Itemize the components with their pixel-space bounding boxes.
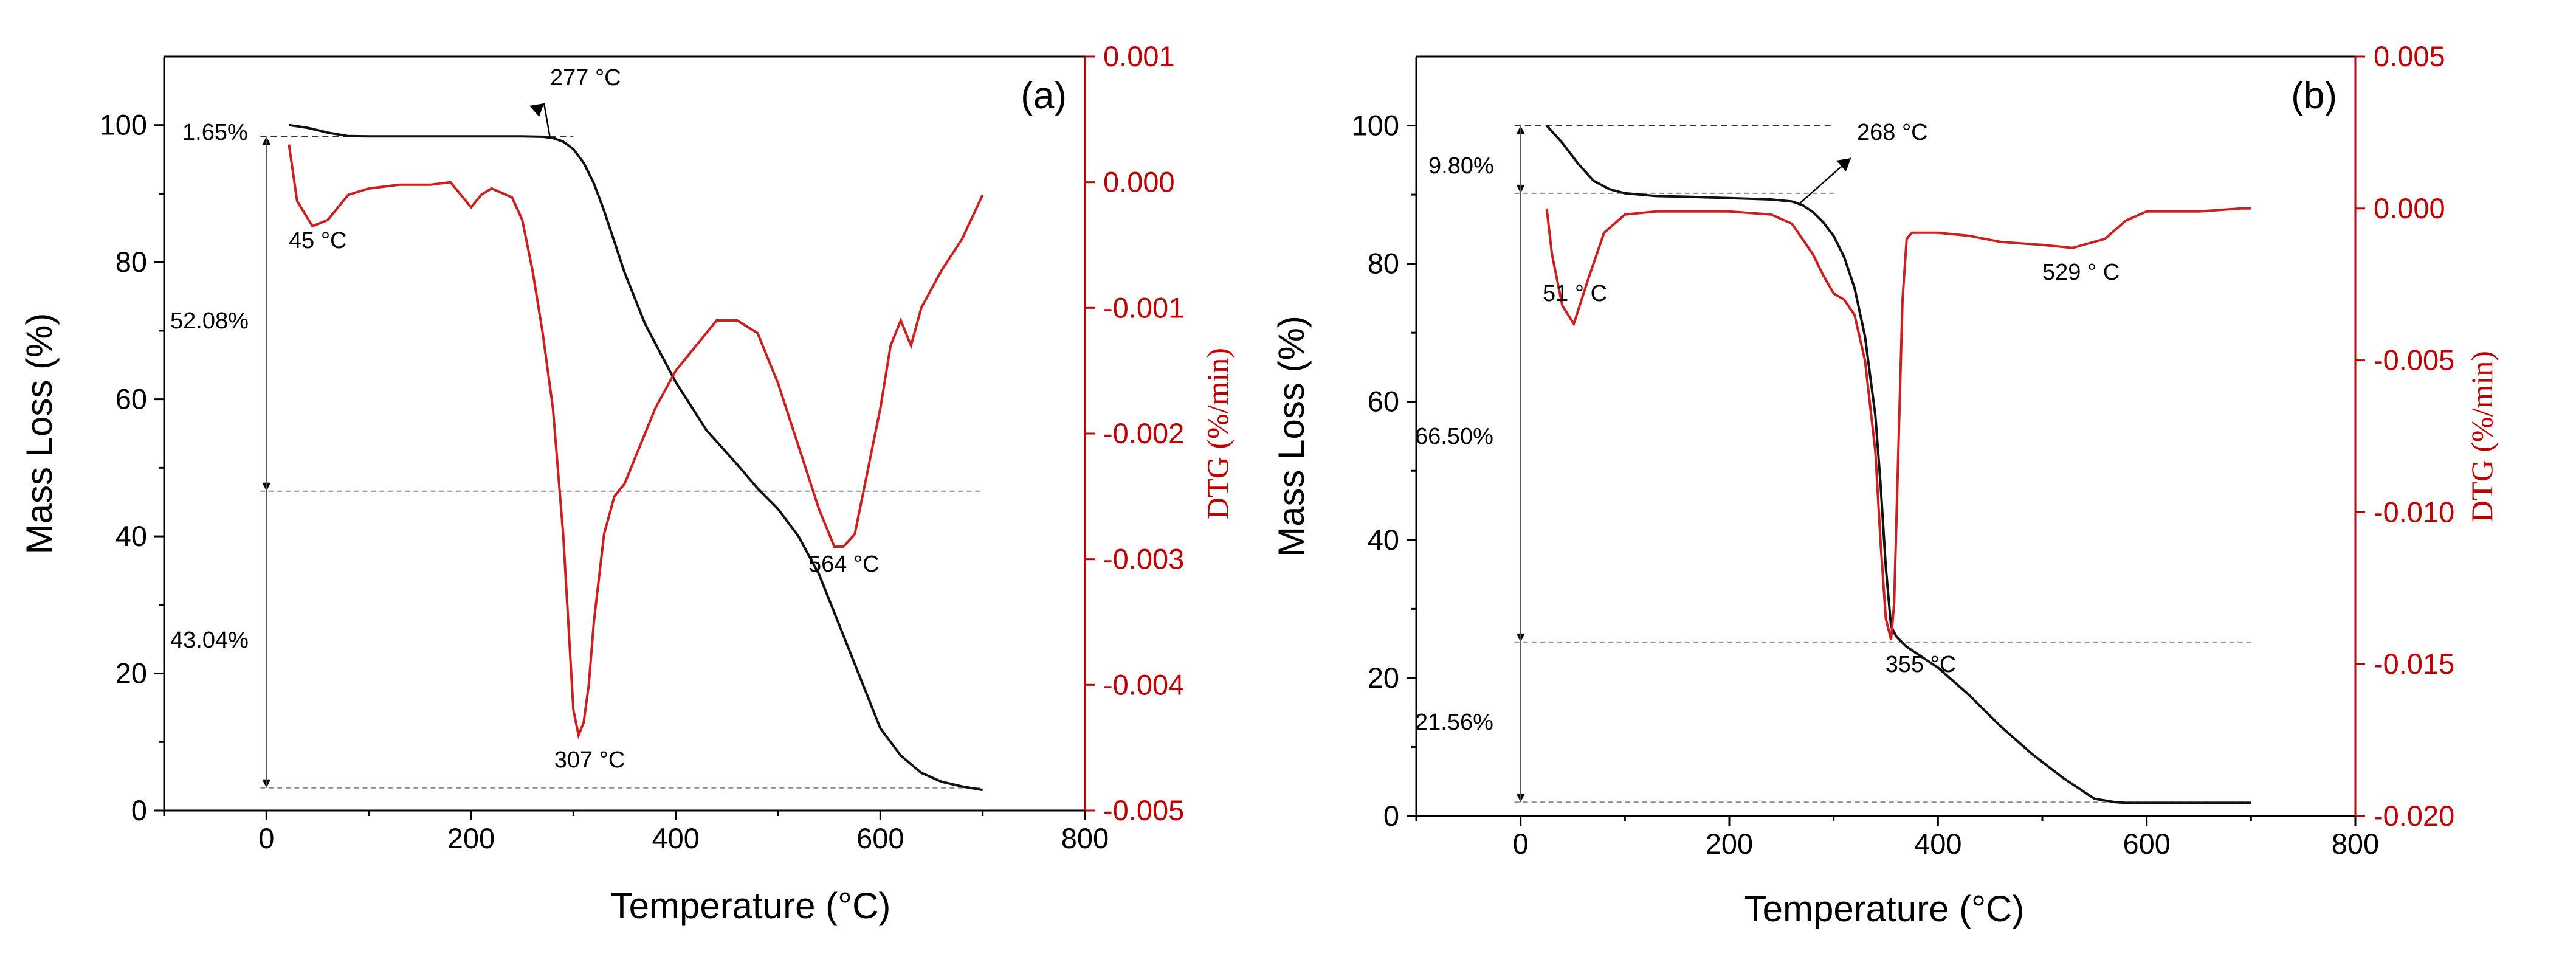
annotation-label: 66.50% [1415, 424, 1493, 449]
chart-panel-b: 0 200 400 600 800 0 20 40 60 80 100 0.005 0.000 -0.00… [1271, 40, 2499, 929]
y-tick-label: 20 [1368, 662, 1399, 694]
annotation-label: 277 °C [550, 65, 621, 91]
dtg-curve [1545, 207, 2251, 640]
y2-tick-label: -0.004 [1103, 668, 1184, 700]
y2-axis-title: DTG (%/min) [1200, 348, 1235, 519]
y-tick-label: 80 [115, 246, 147, 278]
x-tick-label: 0 [258, 822, 274, 854]
y2-tick-label: -0.003 [1103, 543, 1184, 575]
x-tick-label: 200 [1706, 828, 1753, 860]
y-tick-label: 0 [1383, 800, 1399, 832]
y2-tick-label: -0.005 [1103, 794, 1184, 826]
x-axis-title: Temperature (°C) [1744, 888, 2025, 929]
y2-axis-title: DTG (%/min) [2465, 351, 2499, 522]
y-axis-title: Mass Loss (%) [19, 313, 60, 555]
onset-arrowhead [529, 103, 544, 117]
y2-tick-label: -0.015 [2374, 648, 2454, 680]
annotation-label: 529 ° C [2042, 260, 2120, 285]
y2-tick-label: -0.001 [1103, 291, 1184, 323]
y-tick-label: 60 [115, 383, 147, 415]
y2-tick-label: 0.000 [1103, 166, 1175, 198]
annotation-label: 307 °C [554, 747, 625, 773]
x-tick-label: 800 [1061, 822, 1109, 854]
annotation-label: 45 °C [289, 228, 346, 254]
y-tick-label: 0 [131, 794, 147, 826]
onset-arrow [543, 103, 551, 137]
y-tick-label: 60 [1368, 386, 1399, 418]
y2-tick-label: 0.001 [1103, 40, 1175, 72]
y2-tick-label: -0.002 [1103, 417, 1184, 449]
panel-label: (a) [1021, 75, 1067, 117]
y-tick-label: 100 [1352, 109, 1399, 142]
annotation-label: 21.56% [1415, 710, 1493, 735]
annotation-label: 268 °C [1857, 120, 1928, 145]
y-tick-label: 40 [1368, 524, 1399, 556]
x-tick-label: 600 [2123, 828, 2170, 860]
x-tick-label: 600 [856, 822, 904, 854]
onset-arrowhead [1836, 158, 1851, 171]
y-tick-label: 20 [115, 657, 147, 690]
y2-tick-label: 0.005 [2374, 40, 2445, 72]
y2-tick-label: 0.000 [2374, 192, 2445, 224]
annotation-label: 43.04% [170, 628, 249, 653]
x-tick-label: 0 [1513, 828, 1529, 860]
y-tick-label: 100 [100, 109, 147, 141]
annotation-label: 1.65% [182, 120, 248, 145]
annotation-label: 355 °C [1886, 652, 1957, 677]
tg-curve [1546, 125, 2251, 804]
y2-tick-label: -0.020 [2374, 800, 2454, 832]
y-tick-label: 80 [1368, 247, 1399, 280]
x-tick-label: 800 [2332, 828, 2379, 860]
annotation-label: 52.08% [170, 308, 249, 334]
tg-curve [289, 123, 983, 792]
dtg-curve [288, 144, 984, 739]
annotation-label: 51 ° C [1543, 281, 1607, 306]
annotation-label: 9.80% [1428, 153, 1494, 179]
x-axis-title: Temperature (°C) [611, 885, 891, 926]
x-tick-label: 200 [447, 822, 495, 854]
chart-panel-a: 0 200 400 600 800 0 20 40 60 80 100 0.001 0.000 -0.00… [19, 40, 1235, 926]
x-tick-label: 400 [652, 822, 699, 854]
y-axis-title: Mass Loss (%) [1271, 316, 1312, 557]
y2-tick-label: -0.005 [2374, 344, 2454, 376]
panel-label: (b) [2291, 75, 2337, 117]
y-tick-label: 40 [115, 520, 147, 552]
y2-tick-label: -0.010 [2374, 496, 2454, 528]
x-tick-label: 400 [1914, 828, 1961, 860]
annotation-label: 564 °C [808, 552, 880, 577]
